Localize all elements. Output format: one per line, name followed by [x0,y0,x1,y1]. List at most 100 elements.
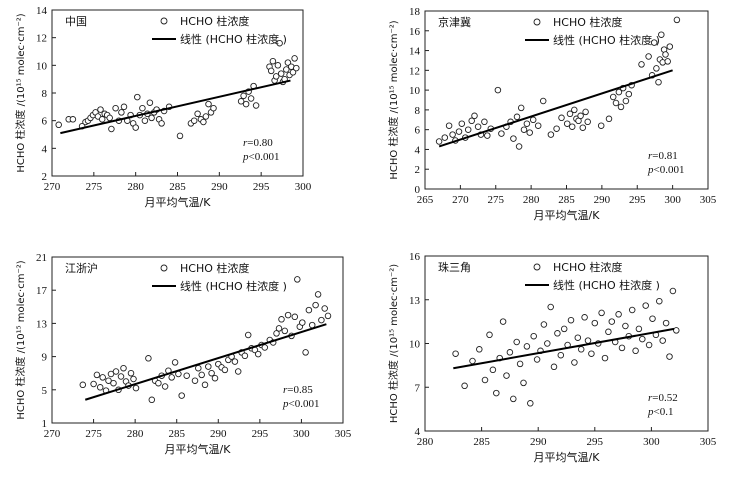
data-point [435,138,443,145]
data-point [582,108,589,116]
data-point [464,126,472,133]
data-point [615,88,623,96]
data-point [666,43,674,50]
data-point [597,122,605,129]
x-tick-label: 290 [210,428,227,440]
data-point [481,376,489,384]
x-tick-label: 285 [168,428,185,440]
data-point [547,303,554,311]
data-point [656,297,663,305]
x-tick-label: 265 [417,194,434,206]
trend-line [60,79,291,135]
data-point [534,122,542,129]
data-point [210,104,217,112]
data-point [581,314,588,321]
data-point [515,143,523,150]
data-point [642,302,649,309]
y-tick-label: 6 [42,116,48,128]
data-point [513,113,521,121]
data-point [118,109,125,116]
data-point [211,374,219,382]
x-tick-label: 270 [44,428,61,440]
panel-label: 中国 [65,15,87,28]
data-point [284,59,292,66]
y-tick-label: 2 [42,171,48,183]
data-point [530,332,537,340]
p-value: p<0.001 [242,151,279,163]
data-point [291,55,298,62]
data-point [567,316,575,324]
data-point [449,131,456,138]
data-point [79,381,87,389]
data-point [168,374,175,381]
data-point [645,341,653,349]
data-point [622,322,629,330]
data-point [69,116,77,123]
data-point [112,368,120,375]
data-point [605,115,613,123]
data-point [112,104,119,112]
data-point [494,86,502,94]
data-point [294,276,301,283]
y-axis-label: HCHO 柱浓度 /(10¹⁵ molec·cm⁻²) [387,264,400,423]
data-point [605,328,612,336]
data-point [506,349,514,356]
data-point [267,67,275,75]
data-point [577,346,585,353]
y-tick-label: 4 [415,144,421,156]
data-point [468,117,475,125]
legend-label-scatter: HCHO 柱浓度 [180,14,249,28]
data-point [635,325,643,333]
data-point [237,98,245,105]
data-point [563,120,571,127]
data-point [558,114,565,122]
data-point [148,114,155,122]
x-axis-label: 月平均气温/K [145,195,212,209]
data-point [550,363,558,371]
data-point [618,344,626,352]
data-point [533,356,541,363]
data-point [469,357,476,365]
data-point [141,117,149,124]
y-tick-label: 1 [42,418,48,430]
data-point [200,118,207,126]
x-tick-label: 275 [86,181,103,193]
x-tick-label: 285 [169,181,186,193]
legend-label-scatter: HCHO 柱浓度 [553,260,622,274]
data-point [664,58,671,65]
data-point [458,120,466,127]
data-point [241,352,249,360]
y-axis-label: HCHO 柱浓度 /(10¹⁵ molec·cm⁻²) [14,13,27,172]
data-point [261,344,269,351]
data-point [571,106,578,114]
data-point [452,350,459,357]
data-point [455,128,463,135]
panel-label: 京津冀 [438,15,471,29]
y-tick-label: 2 [415,164,421,176]
data-point [584,118,591,126]
data-point [96,384,104,391]
y-tick-label: 5 [42,385,48,397]
x-tick-label: 295 [252,428,269,440]
y-tick-label: 10 [409,85,421,97]
data-point [574,334,582,341]
data-point [242,100,250,108]
data-point [146,99,154,106]
data-point [584,337,592,344]
x-tick-label: 295 [629,194,646,206]
data-point [194,110,201,118]
data-point [659,337,666,344]
data-point [609,93,617,101]
legend-label-line: 线性 (HCHO 柱浓度 ) [553,33,660,47]
data-point [474,123,482,130]
trend-line [438,69,673,148]
data-point [93,371,101,379]
data-point [120,364,127,372]
data-point [493,389,500,397]
y-tick-label: 13 [409,295,421,307]
y-tick-label: 12 [409,65,420,77]
data-point [198,371,205,379]
y-tick-label: 12 [36,33,47,45]
legend-marker-scatter [533,18,541,26]
data-point [107,370,115,378]
